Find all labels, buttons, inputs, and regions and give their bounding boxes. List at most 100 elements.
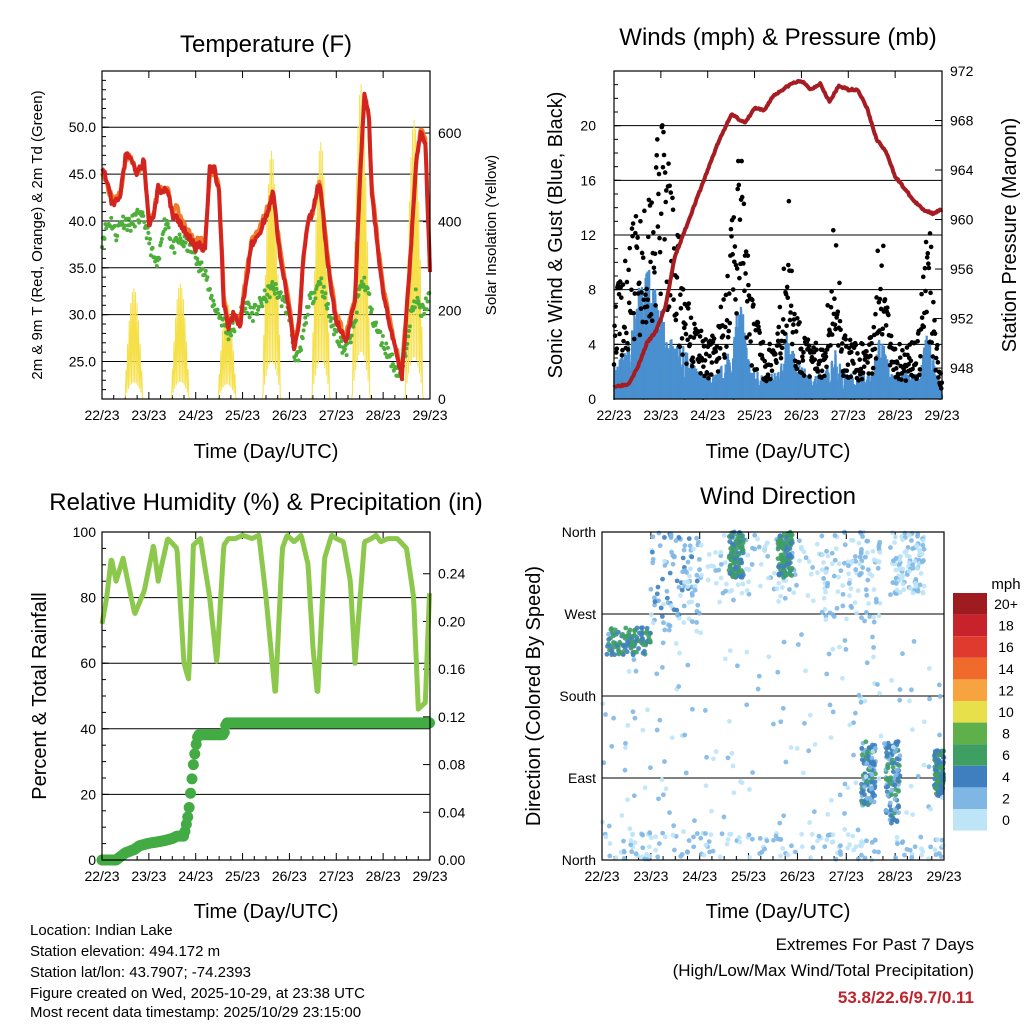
sonic-wind-bar: [722, 380, 725, 399]
gust-point: [634, 245, 640, 251]
dewpoint-point: [385, 345, 390, 350]
x-tick-label: 29/23: [924, 407, 959, 423]
gust-point: [755, 320, 761, 325]
wind-direction-point: [853, 567, 859, 572]
wind-direction-point: [717, 854, 723, 860]
wind-direction-point: [920, 542, 926, 548]
wind-direction-point: [681, 603, 687, 609]
sonic-wind-bar: [722, 390, 726, 399]
gust-point: [828, 343, 833, 348]
gust-point: [837, 280, 842, 286]
dewpoint-point: [250, 318, 255, 323]
wind-direction-point: [900, 651, 905, 657]
legend-swatch: [953, 679, 987, 701]
wind-direction-point: [833, 856, 839, 862]
y-right-tick-label: 600: [438, 125, 462, 141]
dewpoint-point: [127, 223, 132, 228]
wind-direction-point: [670, 832, 676, 838]
wind-direction-point: [713, 749, 719, 755]
wind-direction-point: [616, 649, 622, 655]
gust-point: [734, 266, 740, 271]
wind-direction-point: [849, 558, 855, 564]
gust-point: [924, 255, 930, 260]
wind-direction-point: [702, 708, 708, 713]
wind-direction-point: [606, 637, 612, 642]
gust-point: [678, 292, 683, 298]
wind-direction-point: [921, 762, 927, 768]
wind-direction-point: [625, 722, 631, 728]
wind-direction-point: [860, 565, 866, 571]
wind-direction-point: [865, 753, 871, 759]
gust-point: [919, 291, 924, 297]
gust-point: [764, 378, 769, 384]
dewpoint-point: [415, 295, 420, 300]
gust-point: [617, 279, 623, 284]
wind-direction-point: [857, 561, 863, 567]
x-tick-label: 25/23: [731, 868, 766, 884]
dewpoint-point: [359, 279, 364, 284]
y-tick-label: 60: [80, 655, 96, 671]
sonic-wind-bar: [860, 380, 863, 399]
gust-point: [855, 351, 860, 356]
wind-direction-point: [758, 561, 764, 567]
gust-point: [859, 376, 865, 382]
wind-direction-point: [776, 599, 781, 604]
wind-direction-point: [668, 535, 674, 540]
wind-direction-point: [892, 807, 898, 812]
wind-direction-point: [783, 759, 789, 765]
wind-direction-point: [755, 536, 760, 542]
gust-point: [613, 350, 619, 355]
gust-point: [670, 207, 676, 213]
gust-point: [910, 366, 915, 372]
dewpoint-point: [226, 337, 231, 342]
wind-direction-point: [918, 571, 924, 576]
gust-point: [778, 355, 784, 361]
gust-point: [690, 355, 696, 360]
dewpoint-point: [195, 256, 200, 261]
wind-direction-point: [838, 568, 844, 574]
wind-direction-point: [829, 561, 835, 567]
wind-direction-point: [812, 742, 818, 747]
wind-direction-point: [837, 849, 843, 855]
wind-direction-point: [627, 627, 633, 633]
gust-point: [847, 337, 853, 343]
dewpoint-point: [422, 311, 427, 316]
gust-point: [723, 324, 728, 330]
wind-direction-point: [888, 545, 893, 550]
wind-direction-point: [676, 684, 682, 689]
wind-direction-point: [825, 832, 831, 838]
gust-point: [919, 315, 925, 320]
wind-direction-point: [685, 584, 691, 589]
gust-point: [798, 346, 804, 352]
dewpoint-point: [319, 276, 324, 281]
wind-direction-point: [648, 765, 653, 771]
wind-direction-point: [851, 720, 856, 726]
wind-direction-point: [727, 564, 733, 570]
gust-point: [769, 368, 775, 374]
wind-direction-point: [726, 555, 732, 560]
gust-point: [666, 161, 671, 166]
gust-point: [663, 188, 669, 193]
dewpoint-point: [304, 321, 309, 326]
wind-direction-point: [836, 574, 841, 580]
gust-point: [715, 369, 721, 374]
sonic-wind-bar: [701, 374, 704, 399]
info-recent: Most recent data timestamp: 2025/10/29 2…: [30, 1004, 362, 1021]
dewpoint-point: [128, 228, 133, 233]
wind-direction-point: [706, 551, 712, 557]
y-tick-label: 50.0: [69, 119, 96, 135]
gust-point: [649, 318, 655, 324]
x-tick-label: 24/23: [690, 407, 725, 423]
gust-point: [884, 305, 890, 310]
wind-direction-point: [729, 750, 735, 756]
extremes-subtitle: (High/Low/Max Wind/Total Precipitation): [672, 961, 974, 980]
wind-direction-point: [850, 833, 856, 839]
sonic-wind-bar: [786, 354, 789, 399]
gust-point: [713, 349, 719, 354]
y-tick-label: 30.0: [69, 307, 96, 323]
legend-swatch: [953, 765, 987, 788]
x-tick-label: 26/23: [780, 868, 815, 884]
gust-point: [861, 364, 867, 369]
gust-point: [671, 246, 677, 251]
wind-direction-point: [800, 770, 806, 776]
